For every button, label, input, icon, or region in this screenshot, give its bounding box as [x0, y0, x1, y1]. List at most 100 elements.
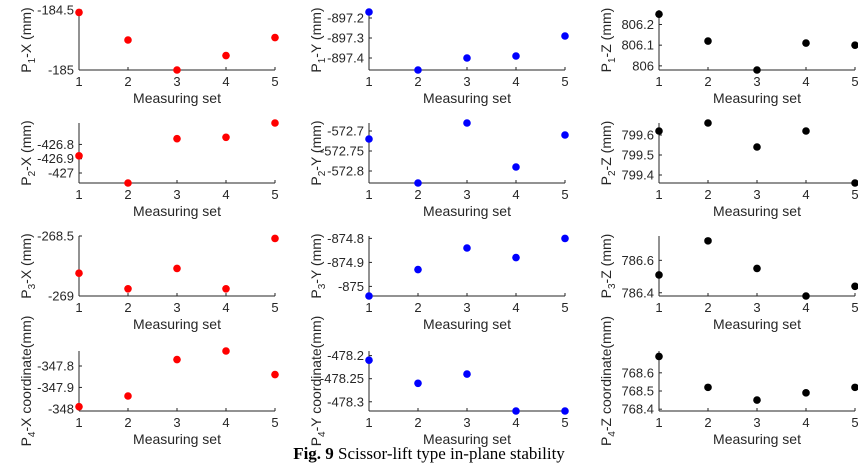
y-axis-label: P1-Z (mm)	[598, 8, 618, 73]
x-axis-label: Measuring set	[713, 431, 801, 447]
data-point	[173, 66, 181, 74]
data-point	[753, 143, 761, 151]
y-tick-label: 806.2	[621, 17, 654, 32]
data-point	[704, 37, 712, 45]
x-tick-label: 2	[124, 187, 131, 202]
subplot-p2x: 1 2 3 4 5 -426.8-426.9-427 Measuring set P2-X (…	[18, 119, 279, 219]
x-tick-label: 5	[851, 187, 858, 202]
y-axis-label: P4-Z coordinate(mm)	[598, 316, 618, 446]
x-tick-label: 2	[704, 300, 711, 315]
x-tick-label: 5	[271, 415, 278, 430]
data-point	[173, 355, 181, 364]
y-tick-label: -897.3	[327, 31, 364, 46]
data-point	[753, 264, 761, 273]
y-tick-label: -897.2	[327, 11, 364, 26]
x-tick-label: 2	[704, 74, 711, 89]
subplot-p4z: 1 2 3 4 5 768.4 768.5 768.6 Measuring set P4-Z co…	[598, 316, 858, 447]
x-tick-label: 5	[271, 74, 278, 89]
x-axis-label: Measuring set	[423, 316, 511, 332]
x-tick-label: 5	[561, 74, 568, 89]
y-tick-label: -897.4	[327, 51, 364, 66]
subplot-p3x: 1 2 3 4 5 -268.5 -269 Measuring set P3-X (mm)	[18, 229, 279, 332]
subplot-p1y: 1 2 3 4 5 -897.2 -897.3 -897.4 Measuring set P1-Y…	[308, 7, 569, 106]
y-axis-label: P3-Y (mm)	[308, 233, 328, 298]
data-point	[704, 237, 712, 245]
x-tick-label: 4	[802, 300, 809, 315]
data-point	[271, 234, 279, 243]
x-tick-label: 1	[75, 415, 82, 430]
subplot-p3z: 1 2 3 4 5 786.4 786.6 Measuring set P3-Z (mm)	[598, 234, 858, 332]
x-tick-label: 1	[365, 187, 372, 202]
data-point	[851, 179, 858, 187]
data-point	[365, 356, 373, 365]
data-point	[365, 292, 373, 300]
y-tick-label: -427	[48, 166, 74, 181]
y-axis-label: P3-Z (mm)	[598, 234, 618, 299]
x-tick-label: 5	[561, 300, 568, 315]
x-tick-label: 3	[753, 300, 760, 315]
x-tick-label: 1	[75, 187, 82, 202]
y-axis-label: P2-X (mm)	[18, 120, 38, 185]
x-tick-label: 1	[655, 74, 662, 89]
y-tick-label: 768.6	[621, 365, 654, 380]
data-point	[173, 134, 181, 143]
y-tick-label: 806	[632, 58, 654, 73]
x-tick-label: 3	[753, 74, 760, 89]
x-tick-label: 5	[271, 300, 278, 315]
x-tick-label: 3	[173, 415, 180, 430]
x-tick-label: 5	[561, 187, 568, 202]
x-tick-label: 2	[414, 300, 421, 315]
caption-text: Scissor-lift type in-plane stability	[333, 444, 565, 463]
subplot-p2y: 1 2 3 4 5 -572.7 -572.75 -572.8 Measuring set P2-…	[308, 119, 569, 219]
data-point	[75, 402, 83, 411]
data-point	[173, 264, 181, 273]
x-tick-label: 2	[124, 74, 131, 89]
x-tick-label: 3	[463, 415, 470, 430]
y-tick-label: -348	[48, 401, 74, 416]
y-tick-label: -874.8	[327, 231, 364, 246]
y-axis-label: P1-Y (mm)	[308, 7, 328, 72]
data-point	[271, 370, 279, 379]
data-point	[222, 51, 230, 60]
x-tick-label: 5	[561, 415, 568, 430]
x-tick-label: 1	[365, 300, 372, 315]
data-point	[463, 119, 471, 127]
data-point	[851, 282, 858, 291]
data-point	[75, 8, 83, 17]
data-point	[802, 292, 810, 300]
x-axis-label: Measuring set	[423, 203, 511, 219]
x-axis-label: Measuring set	[133, 431, 221, 447]
x-tick-label: 1	[655, 415, 662, 430]
y-tick-label: -184.5	[37, 3, 74, 18]
x-tick-label: 4	[512, 74, 519, 89]
data-point	[463, 370, 471, 378]
data-point	[124, 285, 132, 293]
x-tick-label: 4	[802, 74, 809, 89]
x-tick-label: 1	[75, 74, 82, 89]
x-tick-label: 5	[851, 300, 858, 315]
data-point	[414, 265, 422, 274]
x-tick-label: 4	[222, 415, 229, 430]
x-axis-label: Measuring set	[423, 431, 511, 447]
data-point	[75, 269, 83, 278]
x-tick-label: 5	[851, 415, 858, 430]
x-tick-label: 2	[414, 415, 421, 430]
x-tick-label: 4	[512, 300, 519, 315]
subplot-p2z: 1 2 3 4 5 799.4 799.5 799.6 Measuring set P2-Z (m…	[598, 119, 858, 219]
x-tick-label: 3	[753, 187, 760, 202]
data-point	[222, 347, 230, 355]
data-point	[365, 135, 373, 143]
data-point	[124, 179, 132, 187]
y-axis-label: P1-X (mm)	[18, 7, 38, 72]
y-tick-label: -572.75	[320, 144, 364, 159]
data-point	[271, 33, 279, 42]
x-tick-label: 4	[512, 187, 519, 202]
data-point	[802, 39, 810, 47]
y-axis-label: P4-X coordinate(mm)	[18, 316, 38, 447]
y-tick-label: -478.3	[327, 394, 364, 409]
x-tick-label: 1	[655, 187, 662, 202]
y-tick-label: 768.4	[621, 402, 654, 417]
y-tick-label: 806.1	[621, 38, 654, 53]
data-point	[222, 285, 230, 293]
